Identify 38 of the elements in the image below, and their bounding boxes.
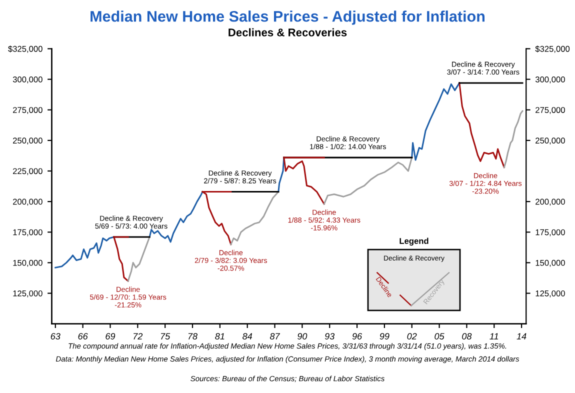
x-tick-label: 66 <box>78 333 88 340</box>
legend-title: Legend <box>400 238 428 246</box>
x-tick-label: 02 <box>407 333 417 340</box>
y-tick-label: 225,000 <box>13 168 42 176</box>
x-tick-label: 72 <box>134 333 143 340</box>
x-tick-label: 99 <box>380 333 390 340</box>
y2-tick-label: 200,000 <box>536 198 565 206</box>
y-tick-label: 275,000 <box>13 107 42 114</box>
y-tick-label: 300,000 <box>12 76 42 84</box>
y-tick-label: $325,000 <box>8 46 42 53</box>
x-tick-label: 87 <box>270 333 280 340</box>
chart-subtitle: Declines & Recoveries <box>228 28 347 36</box>
y2-tick-label: 125,000 <box>536 290 565 298</box>
chart-title: Median New Home Sales Prices - Adjusted for Inflation <box>90 10 485 25</box>
x-tick-label: 90 <box>297 333 308 340</box>
y-tick-label: 200,000 <box>13 198 42 206</box>
x-tick-label: 05 <box>434 333 444 340</box>
x-tick-label: 63 <box>50 333 60 340</box>
x-tick-label: 81 <box>215 333 224 340</box>
x-tick-label: 84 <box>242 333 252 340</box>
y-tick-label: 175,000 <box>13 229 42 236</box>
x-tick-label: 78 <box>188 333 198 340</box>
y2-tick-label: 275,000 <box>536 107 565 114</box>
x-tick-label: 96 <box>352 333 362 340</box>
x-tick-label: 75 <box>161 333 170 340</box>
x-tick-label: 93 <box>324 333 335 340</box>
x-tick-label: 11 <box>490 333 498 340</box>
y2-tick-label: 150,000 <box>536 260 565 267</box>
y2-tick-label: 250,000 <box>536 138 565 145</box>
x-tick-label: 69 <box>106 333 116 340</box>
y-tick-label: 125,000 <box>13 290 42 298</box>
y2-tick-label: 175,000 <box>536 229 565 236</box>
y-tick-label: 250,000 <box>13 138 42 145</box>
y-tick-label: 150,000 <box>13 260 42 267</box>
y2-tick-label: $325,000 <box>535 46 570 53</box>
x-tick-label: 14 <box>516 333 526 340</box>
x-tick-label: 08 <box>462 333 472 340</box>
y2-tick-label: 300,000 <box>535 76 565 84</box>
